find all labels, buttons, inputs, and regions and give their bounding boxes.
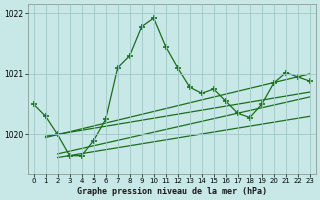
X-axis label: Graphe pression niveau de la mer (hPa): Graphe pression niveau de la mer (hPa) bbox=[77, 187, 267, 196]
